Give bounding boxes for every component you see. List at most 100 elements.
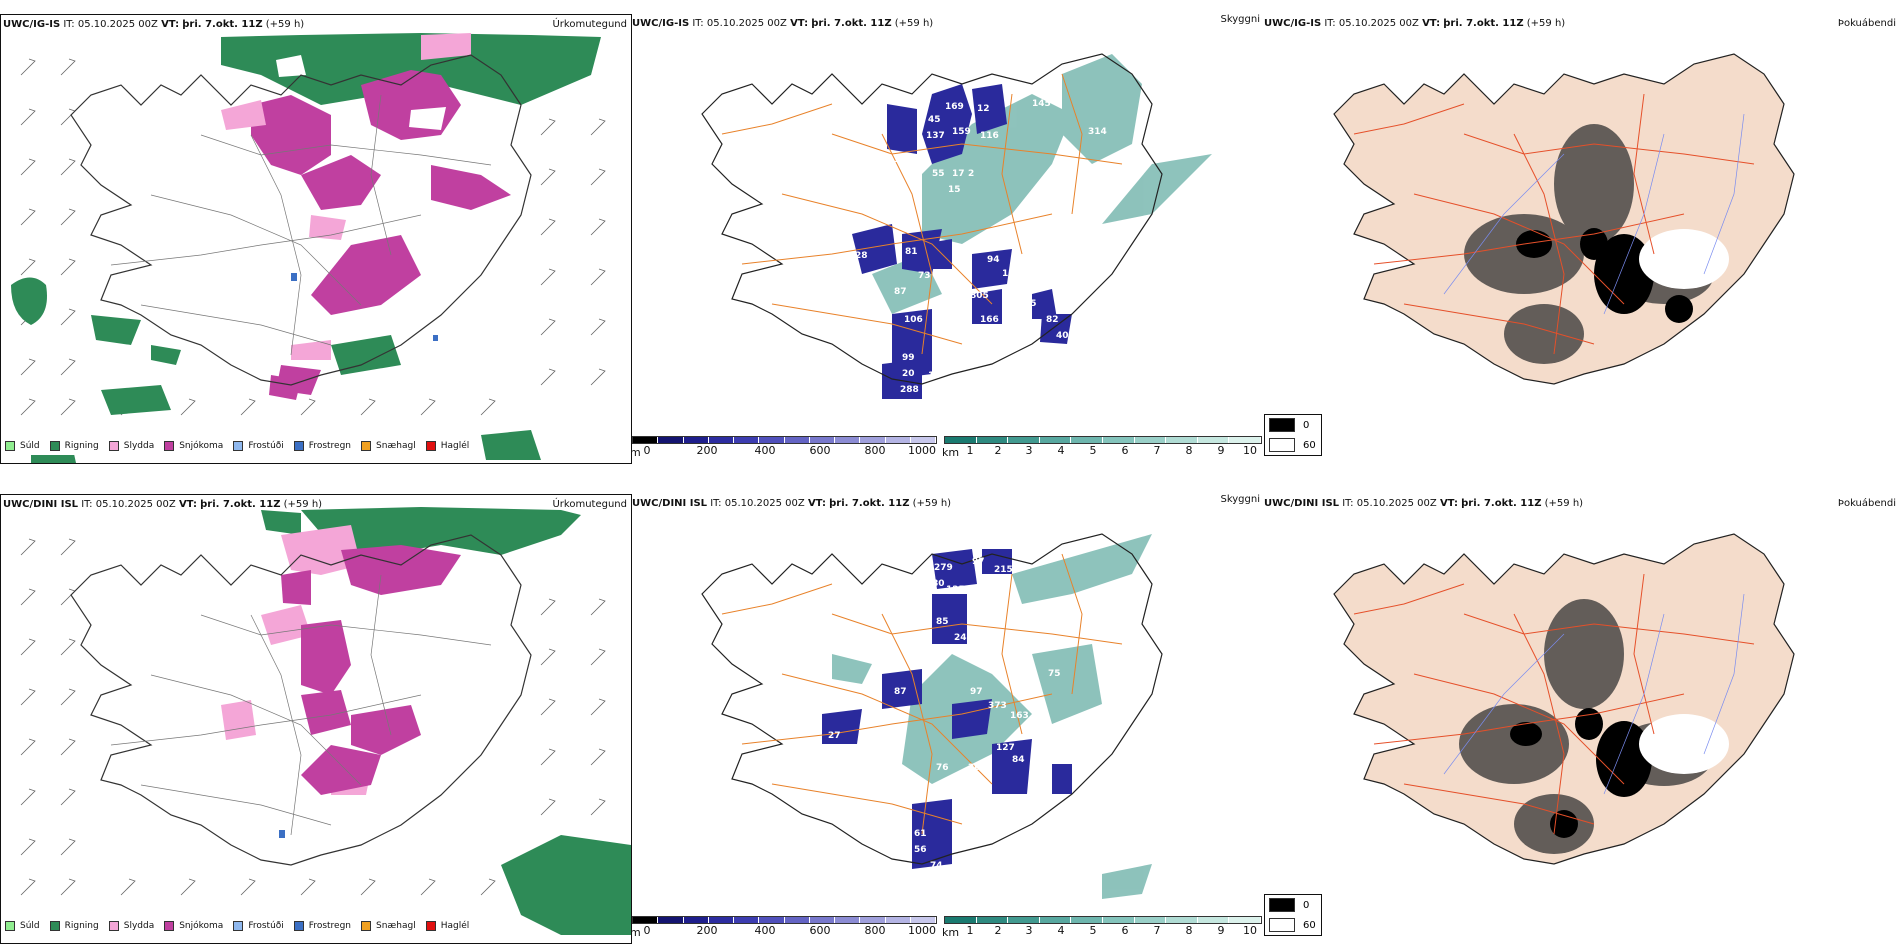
cloudbase-map-bottom: 279 97 215 80 125 85 248 75 97 87 298 37… xyxy=(632,494,1264,899)
cloudbase-label: 106 xyxy=(904,315,923,325)
visibility-colorbar: km 1 2 3 4 5 6 7 8 9 10 xyxy=(942,916,1262,939)
cloudbase-label: 288 xyxy=(900,385,919,395)
cloudbase-label: 28 xyxy=(855,251,868,261)
legend-swatch xyxy=(5,441,15,451)
cloudbase-label: 129 xyxy=(1002,269,1021,279)
tick-label: 2 xyxy=(994,444,1002,457)
tick-label: 1 xyxy=(966,444,974,457)
cloudbase-label: 805 xyxy=(970,291,989,301)
tick-label: 9 xyxy=(1217,924,1225,937)
fog-panel-bottom: UWC/DINI ISL IT: 05.10.2025 00Z VT: þri.… xyxy=(1264,494,1900,944)
legend-item-frostregn: Frostregn xyxy=(293,441,351,451)
tick-label: 6 xyxy=(1121,924,1129,937)
cloudbase-label: 73 xyxy=(918,271,931,281)
cloudbase-label: 116 xyxy=(980,131,999,141)
cloudbase-label: 67 xyxy=(944,349,957,359)
cloudbase-label: 99 xyxy=(902,353,915,363)
colorbar-cells xyxy=(944,436,1262,444)
tick-label: 3 xyxy=(1025,444,1033,457)
legend-swatch xyxy=(164,441,175,451)
precip-type-panel-bottom: UWC/DINI ISL IT: 05.10.2025 00Z VT: þri.… xyxy=(0,494,632,944)
cloudbase-label: 207 xyxy=(968,763,987,773)
fog-key: 0 60 xyxy=(1264,414,1322,456)
colorbar-ticks: 1 2 3 4 5 6 7 8 9 10 xyxy=(944,444,1262,457)
cloudbase-label-group: 279 97 215 80 125 85 248 75 97 87 298 37… xyxy=(828,557,1061,871)
fog-key-row: 60 xyxy=(1265,915,1321,935)
cloudbase-map-top: 169 12 145 45 137 159 116 314 178 55 17 … xyxy=(632,14,1212,399)
field-name: Þokuábendi xyxy=(1837,18,1896,29)
tick-label: 3 xyxy=(1025,924,1033,937)
cloudbase-label: 15 xyxy=(1024,299,1037,309)
tick-label: 7 xyxy=(1153,444,1161,457)
cloudbase-label: 97 xyxy=(970,687,983,697)
tick-label: 800 xyxy=(864,444,886,457)
visibility-colorbar: km 1 2 3 4 5 6 7 8 9 10 xyxy=(942,436,1262,459)
tick-label: 400 xyxy=(754,924,776,937)
cloudbase-label: 20 xyxy=(902,369,915,379)
precip-type-panel-top: UWC/IG-IS IT: 05.10.2025 00Z VT: þri. 7.… xyxy=(0,14,632,464)
tick-label: 2 xyxy=(994,924,1002,937)
cloudbase-label: 17 xyxy=(952,169,965,179)
tick-label: 10 xyxy=(1243,924,1257,937)
cloudbase-label: 56 xyxy=(914,845,927,855)
cloudbase-label: 55 xyxy=(932,169,945,179)
precip-legend: Súld Rigning Slydda Snjókoma Frostúði Fr… xyxy=(5,917,480,935)
legend-swatch xyxy=(361,921,372,931)
colorbar-cells xyxy=(632,916,937,924)
precip-map-bottom xyxy=(20,507,631,935)
panel-title: UWC/DINI ISL IT: 05.10.2025 00Z VT: þri.… xyxy=(632,498,952,509)
legend-swatch xyxy=(5,921,15,931)
colorbar-ticks: 0 200 400 600 800 1000 xyxy=(632,444,937,457)
cloudbase-label: 125 xyxy=(946,585,965,595)
colorbar-ticks: 0 200 400 600 800 1000 xyxy=(632,924,937,937)
legend-swatch xyxy=(108,441,119,451)
legend-swatch xyxy=(425,441,436,451)
colorbar-unit: km xyxy=(942,926,960,939)
tick-label: 0 xyxy=(643,444,651,457)
tick-label: 400 xyxy=(754,444,776,457)
cloudbase-label: 279 xyxy=(934,563,953,573)
legend-item-frostregn: Frostregn xyxy=(293,921,351,931)
legend-item-snjokoma: Snjókoma xyxy=(164,921,223,931)
legend-item-haglel: Haglél xyxy=(425,921,469,931)
cloudbase-label: 97 xyxy=(972,557,985,567)
cloudbase-panel-bottom: 279 97 215 80 125 85 248 75 97 87 298 37… xyxy=(632,494,1264,944)
field-name: Þokuábendi xyxy=(1837,498,1896,509)
panel-title: UWC/IG-IS IT: 05.10.2025 00Z VT: þri. 7.… xyxy=(3,19,305,30)
panel-title: UWC/DINI ISL IT: 05.10.2025 00Z VT: þri.… xyxy=(1264,498,1584,509)
cloudbase-label: 314 xyxy=(1088,127,1107,137)
cloudbase-label: 27 xyxy=(828,731,841,741)
legend-item-haglel: Haglél xyxy=(425,441,469,451)
legend-swatch xyxy=(233,441,244,451)
cloudbase-label: 127 xyxy=(996,743,1015,753)
legend-item-snjokoma: Snjókoma xyxy=(164,441,223,451)
cloudbase-label: 74 xyxy=(930,861,943,871)
cloudbase-label: 76 xyxy=(936,763,949,773)
legend-swatch xyxy=(425,921,436,931)
legend-item-sudl: Súld xyxy=(5,441,40,451)
tick-label: 600 xyxy=(809,444,831,457)
legend-swatch xyxy=(49,921,60,931)
field-name: Úrkomutegund xyxy=(552,499,627,510)
cloudbase-label: 12 xyxy=(977,104,990,114)
cloudbase-label: 10 xyxy=(928,371,941,381)
colorbar-cells xyxy=(632,436,937,444)
legend-item-snaehagl: Snæhagl xyxy=(361,441,416,451)
tick-label: 6 xyxy=(1121,444,1129,457)
colorbar-unit: m xyxy=(632,446,641,459)
cloudbase-label: 373 xyxy=(988,701,1007,711)
precip-map-top xyxy=(11,33,606,463)
legend-item-rigning: Rigning xyxy=(49,441,99,451)
field-name: Skyggni xyxy=(1220,494,1260,505)
cloudbase-label: 82 xyxy=(1046,315,1059,325)
tick-label: 800 xyxy=(864,924,886,937)
legend-swatch xyxy=(361,441,372,451)
cloudbase-label: 145 xyxy=(1032,99,1051,109)
legend-swatch xyxy=(233,921,244,931)
fog-map-top xyxy=(1264,14,1900,464)
cloudbase-label: 163 xyxy=(1010,711,1029,721)
legend-item-frostudi: Frostúði xyxy=(233,921,284,931)
cloudbase-panel-top: 169 12 145 45 137 159 116 314 178 55 17 … xyxy=(632,14,1264,464)
cloudbase-label: 169 xyxy=(945,102,964,112)
fog-key-row: 0 xyxy=(1265,415,1321,435)
